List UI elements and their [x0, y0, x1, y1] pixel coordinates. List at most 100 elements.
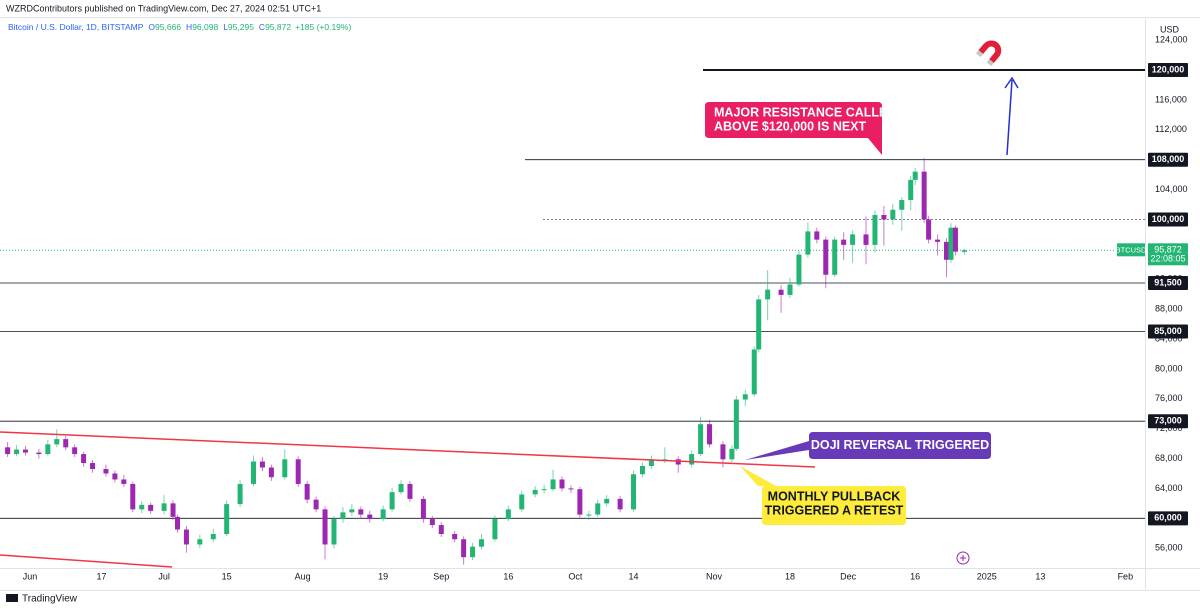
x-tick-label: 16: [503, 571, 513, 581]
trend-line: [0, 554, 173, 568]
x-tick-label: Dec: [840, 571, 857, 581]
callout: [745, 432, 991, 460]
target-icon-plus: [960, 555, 966, 561]
header-field: 95,872: [265, 22, 291, 32]
x-tick-label: Jun: [23, 571, 38, 581]
x-tick-label: 15: [222, 571, 232, 581]
level-label-box: [1148, 275, 1188, 290]
level-label: 120,000: [1152, 64, 1185, 74]
symbol-label-box: [1117, 243, 1145, 257]
candle-body: [121, 479, 127, 484]
trend-line: [0, 431, 816, 468]
candle-body: [872, 214, 878, 245]
candle-body: [742, 394, 748, 400]
candle-body: [452, 534, 458, 540]
candle-body: [814, 231, 820, 240]
candle-body: [367, 514, 373, 520]
annotation-text: MONTHLY PULLBACK: [768, 489, 901, 503]
candle-body: [81, 454, 87, 464]
candle-body: [805, 231, 811, 255]
candle-body: [103, 469, 109, 474]
candle-body: [295, 459, 301, 484]
level-label-box: [1148, 511, 1188, 526]
candle-body: [389, 492, 395, 510]
candle-body: [921, 171, 927, 220]
candle-body: [550, 479, 556, 490]
candle-body: [170, 503, 176, 517]
candle-body: [787, 284, 793, 295]
candle-body: [881, 214, 887, 220]
candle-body: [22, 449, 28, 453]
candle-body: [733, 399, 739, 449]
candle-body: [130, 483, 136, 510]
target-icon[interactable]: [956, 551, 970, 565]
candle-body: [559, 479, 565, 489]
candle-body: [823, 239, 829, 275]
candle-body: [899, 200, 905, 210]
x-tick-label: 19: [378, 571, 388, 581]
candle-body: [751, 349, 757, 395]
level-label-box: [1148, 324, 1188, 339]
candle-body: [908, 179, 914, 201]
candle-body: [429, 519, 435, 526]
arrow: [1006, 79, 1013, 156]
candle-body: [577, 489, 583, 515]
x-tick-label: Oct: [568, 571, 583, 581]
candle-body: [479, 539, 485, 547]
candle-body: [259, 461, 265, 468]
candle-body: [197, 539, 203, 545]
header-field: 95,666: [155, 22, 181, 32]
countdown: 22:08:05: [1150, 254, 1185, 264]
candle-body: [282, 459, 288, 478]
candle-body: [331, 519, 337, 545]
level-label: 108,000: [1152, 154, 1185, 164]
callout: [705, 102, 882, 155]
candle-body: [461, 539, 467, 558]
level-label: 60,000: [1154, 513, 1182, 523]
candle-body: [532, 489, 538, 495]
x-tick-label: 18: [785, 571, 795, 581]
header-field: +185 (+0.19%): [295, 22, 351, 32]
candle-body: [492, 519, 498, 540]
y-axis-label: USD: [1160, 24, 1180, 34]
candle-body: [912, 171, 918, 180]
candle-body: [639, 466, 645, 475]
candle-body: [470, 546, 476, 558]
annotation-text: ABOVE $120,000 IS NEXT: [714, 119, 867, 133]
y-tick-label: 56,000: [1155, 543, 1183, 553]
candle-body: [720, 444, 726, 460]
candle-body: [54, 439, 60, 445]
level-label-box: [1148, 63, 1188, 78]
candle-body: [863, 234, 869, 245]
candle-body: [5, 447, 11, 455]
candle-body: [952, 227, 958, 252]
level-label-box: [1148, 414, 1188, 429]
candle-body: [850, 234, 856, 245]
x-tick-label: 2025: [977, 571, 997, 581]
symbol-header: Bitcoin / U.S. Dollar, 1D, BITSTAMP O95,6…: [8, 22, 351, 32]
candle-body: [304, 483, 310, 500]
level-label-box: [1148, 212, 1188, 227]
tradingview-logo: [6, 594, 18, 602]
candle-body: [505, 509, 511, 520]
x-tick-label: Sep: [433, 571, 449, 581]
arrow-head: [1004, 76, 1019, 89]
candle-body: [349, 509, 355, 513]
candle-body: [604, 498, 610, 504]
level-label: 91,500: [1154, 277, 1182, 287]
candle-body: [224, 504, 230, 535]
candle-body: [778, 289, 784, 295]
price-label-box: [1148, 243, 1188, 266]
candle-body: [268, 467, 274, 478]
candle-body: [541, 489, 547, 491]
x-tick-label: 17: [96, 571, 106, 581]
candle-body: [251, 461, 257, 484]
candle-body: [617, 498, 623, 510]
x-tick-label: 16: [910, 571, 920, 581]
candle-body: [662, 459, 668, 461]
plot-area: [0, 69, 1145, 565]
candle-body: [174, 516, 180, 530]
x-tick-label: Aug: [295, 571, 311, 581]
